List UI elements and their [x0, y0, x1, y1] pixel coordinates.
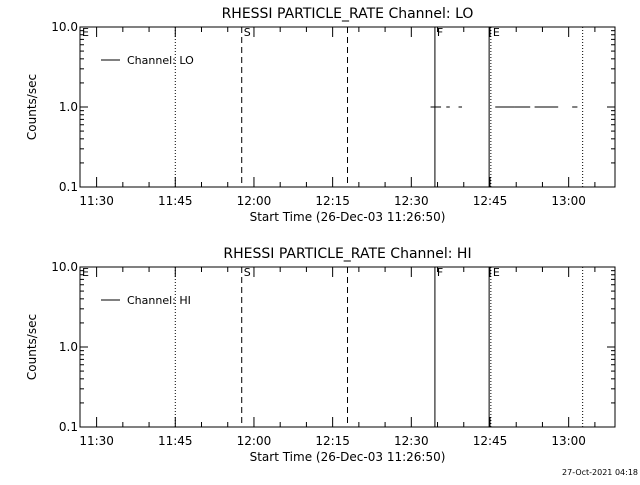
event-marker-label: F [437, 266, 443, 279]
event-marker-label: S [244, 266, 251, 279]
x-tick-label: 11:45 [158, 194, 193, 208]
x-tick-label: 13:00 [551, 434, 586, 448]
y-axis-label: Counts/sec [25, 74, 39, 140]
x-tick-label: 11:30 [79, 434, 114, 448]
x-tick-label: 12:00 [237, 194, 272, 208]
y-tick-label: 1.0 [59, 100, 78, 114]
y-axis-label: Counts/sec [25, 314, 39, 380]
x-tick-label: 12:15 [315, 434, 350, 448]
event-marker-label: E [82, 26, 89, 39]
legend-entry: Channel: HI [127, 294, 191, 307]
y-tick-label: 0.1 [59, 180, 78, 194]
x-tick-label: 12:45 [473, 434, 508, 448]
y-tick-label: 10.0 [51, 20, 78, 34]
chart-title: RHESSI PARTICLE_RATE Channel: LO [222, 6, 474, 22]
event-marker-label: E [82, 266, 89, 279]
event-marker-label: F [437, 26, 443, 39]
x-tick-label: 11:45 [158, 434, 193, 448]
x-tick-label: 12:30 [394, 434, 429, 448]
x-tick-label: 12:45 [473, 194, 508, 208]
event-marker-label: S [244, 26, 251, 39]
footer-timestamp: 27-Oct-2021 04:18 [562, 468, 638, 477]
y-tick-label: 1.0 [59, 340, 78, 354]
chart-panel-1: RHESSI PARTICLE_RATE Channel: HI 0.1 1.0 10… [25, 246, 616, 464]
x-tick-label: 12:00 [237, 434, 272, 448]
chart-title: RHESSI PARTICLE_RATE Channel: HI [223, 246, 471, 262]
chart-panel-0: RHESSI PARTICLE_RATE Channel: LO 0.1 1.0 10… [25, 6, 616, 224]
x-tick-label: 12:30 [394, 194, 429, 208]
y-tick-label: 0.1 [59, 420, 78, 434]
x-tick-label: 13:00 [551, 194, 586, 208]
x-tick-label: 12:15 [315, 194, 350, 208]
legend-entry: Channel: LO [127, 54, 194, 67]
event-marker-label: E [493, 266, 500, 279]
event-marker-label: E [493, 26, 500, 39]
y-tick-label: 10.0 [51, 260, 78, 274]
x-axis-label: Start Time (26-Dec-03 11:26:50) [250, 450, 446, 464]
x-tick-label: 11:30 [79, 194, 114, 208]
x-axis-label: Start Time (26-Dec-03 11:26:50) [250, 210, 446, 224]
